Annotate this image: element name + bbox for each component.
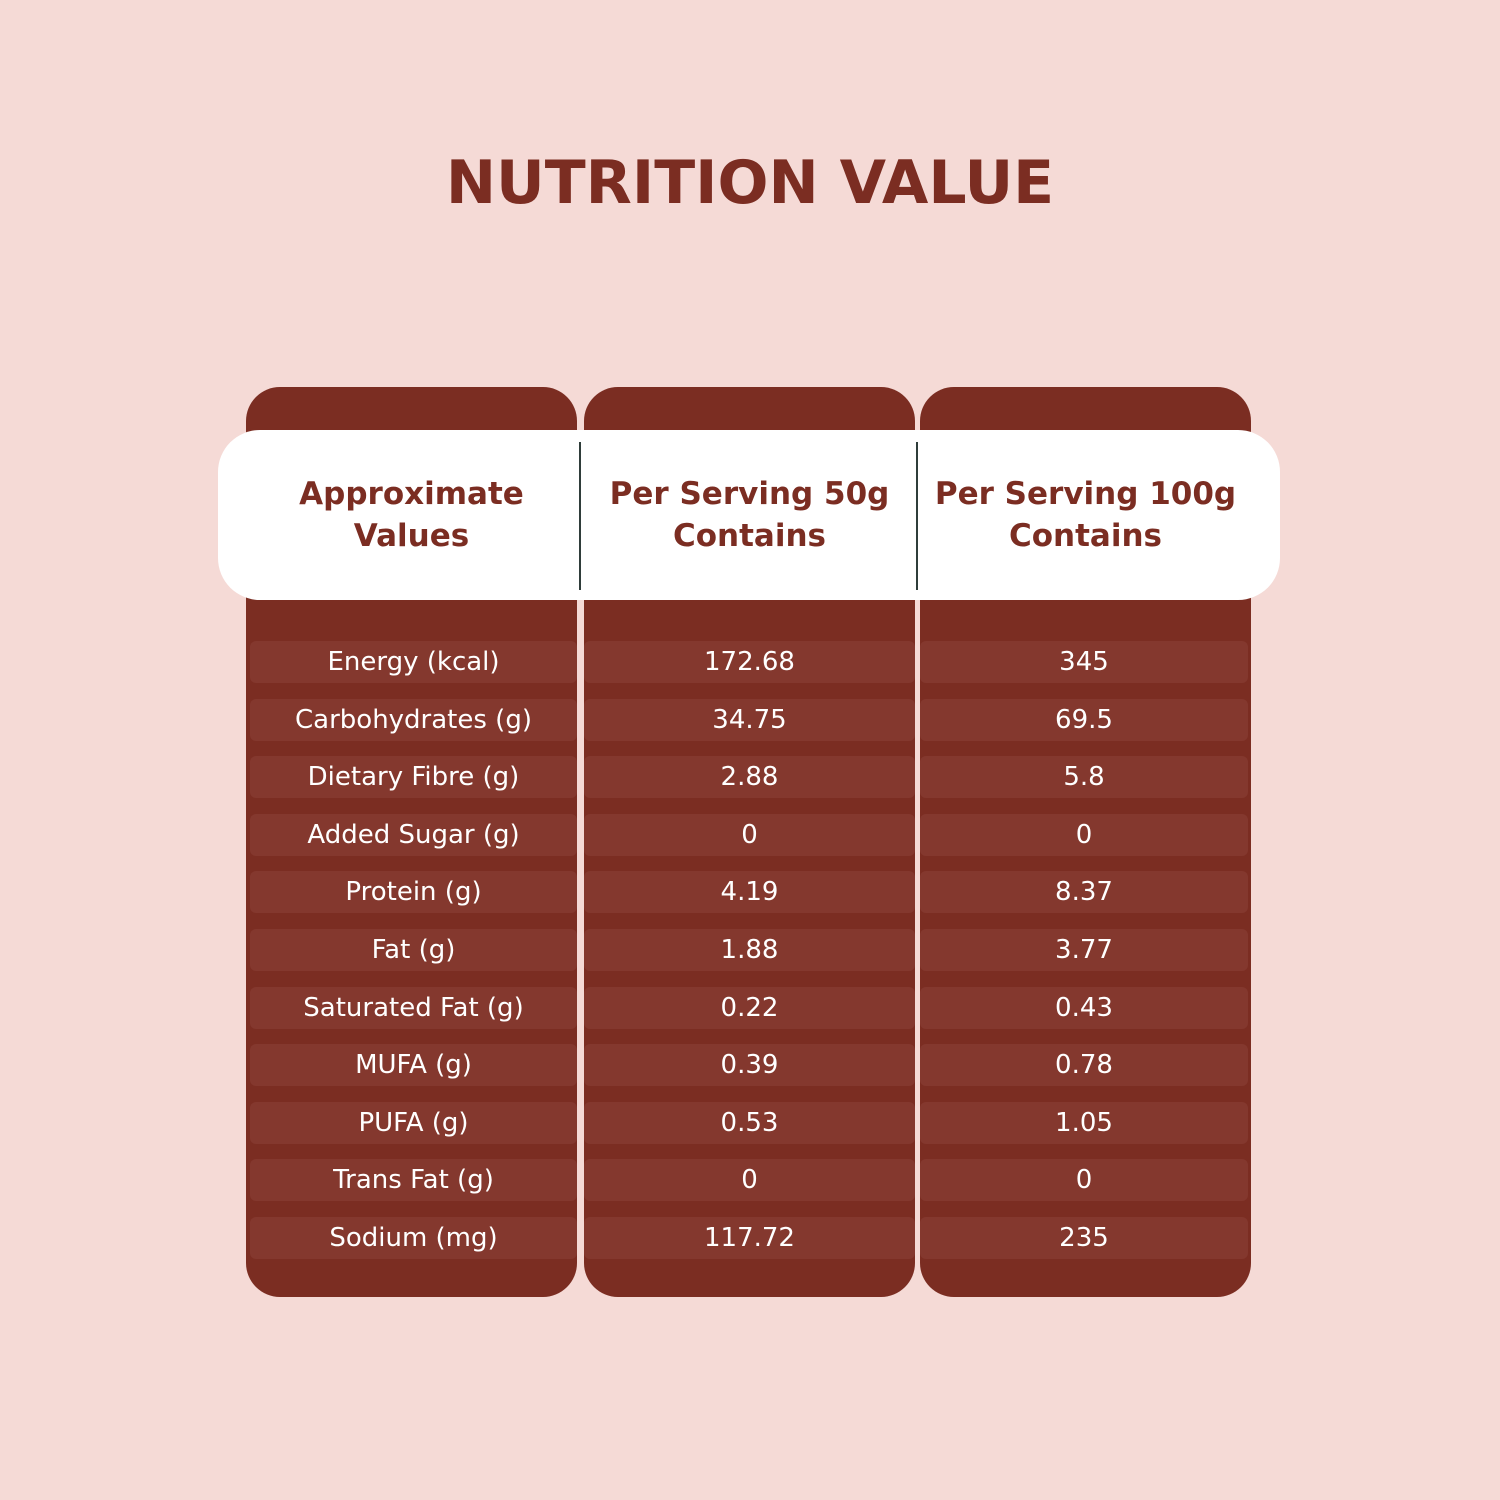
per-serving-50g-cell: 0 [741, 820, 758, 850]
table-row-band [920, 641, 1248, 683]
table-row-band [920, 1159, 1248, 1201]
table-row-band [584, 1102, 915, 1144]
nutrient-name-cell: Sodium (mg) [329, 1223, 498, 1253]
header-divider [579, 442, 581, 590]
table-row-band [584, 756, 915, 798]
per-serving-50g-cell: 0.39 [720, 1050, 779, 1080]
table-row-band [920, 929, 1248, 971]
table-row-band [584, 699, 915, 741]
table-row-band [250, 756, 577, 798]
table-row-band [920, 1217, 1248, 1259]
per-serving-100g-cell: 3.77 [1055, 935, 1113, 965]
header-per-serving-50g: Per Serving 50g Contains [609, 476, 890, 554]
nutrient-name-cell: Saturated Fat (g) [303, 993, 524, 1023]
table-row-band [920, 814, 1248, 856]
table-row-band [250, 987, 577, 1029]
table-row-band [920, 871, 1248, 913]
per-serving-100g-cell: 235 [1059, 1223, 1109, 1253]
header-approximate-values: Approximate Values [299, 476, 524, 554]
table-row-band [920, 1044, 1248, 1086]
nutrient-name-cell: Dietary Fibre (g) [307, 762, 520, 792]
table-row-band [920, 699, 1248, 741]
per-serving-50g-cell: 1.88 [720, 935, 779, 965]
per-serving-100g-cell: 0 [1075, 820, 1093, 850]
per-serving-50g-cell: 4.19 [720, 877, 779, 907]
table-row-band [250, 641, 577, 683]
table-row-band [250, 1217, 577, 1259]
nutrient-name-cell: MUFA (g) [355, 1050, 472, 1080]
nutrient-name-cell: Fat (g) [371, 935, 456, 965]
table-row-band [584, 814, 915, 856]
per-serving-100g-cell: 0 [1075, 1165, 1093, 1195]
table-header-band [218, 430, 1280, 600]
nutrient-name-cell: Trans Fat (g) [333, 1165, 494, 1195]
per-serving-50g-cell: 0.22 [720, 993, 779, 1023]
table-row-band [584, 871, 915, 913]
per-serving-100g-cell: 5.8 [1063, 762, 1105, 792]
table-row-band [250, 1044, 577, 1086]
page-title: NUTRITION VALUE [445, 148, 1055, 218]
per-serving-50g-cell: 2.88 [720, 762, 779, 792]
table-row-band [584, 1044, 915, 1086]
header-per-serving-100g: Per Serving 100g Contains [934, 476, 1237, 554]
table-row-band [250, 699, 577, 741]
table-row-band [250, 814, 577, 856]
table-row-band [584, 641, 915, 683]
table-row-band [250, 871, 577, 913]
header-divider [916, 442, 918, 590]
table-row-band [584, 1217, 915, 1259]
per-serving-100g-cell: 1.05 [1055, 1108, 1113, 1138]
table-row-band [920, 987, 1248, 1029]
table-row-band [250, 1102, 577, 1144]
table-row-band [584, 1159, 915, 1201]
table-row-band [584, 987, 915, 1029]
nutrient-name-cell: Carbohydrates (g) [295, 705, 532, 735]
table-row-band [920, 1102, 1248, 1144]
table-row-band [920, 756, 1248, 798]
per-serving-50g-cell: 0 [741, 1165, 758, 1195]
per-serving-50g-cell: 117.72 [704, 1223, 795, 1253]
nutrient-name-cell: Added Sugar (g) [307, 820, 520, 850]
nutrient-name-cell: PUFA (g) [358, 1108, 469, 1138]
per-serving-50g-cell: 172.68 [704, 647, 795, 677]
table-row-band [250, 1159, 577, 1201]
per-serving-50g-cell: 34.75 [712, 705, 787, 735]
per-serving-50g-cell: 0.53 [720, 1108, 779, 1138]
per-serving-100g-cell: 0.43 [1055, 993, 1113, 1023]
per-serving-100g-cell: 0.78 [1055, 1050, 1113, 1080]
per-serving-100g-cell: 345 [1059, 647, 1109, 677]
per-serving-100g-cell: 8.37 [1055, 877, 1113, 907]
nutrient-name-cell: Protein (g) [345, 877, 482, 907]
per-serving-100g-cell: 69.5 [1055, 705, 1113, 735]
table-row-band [250, 929, 577, 971]
table-row-band [584, 929, 915, 971]
nutrient-name-cell: Energy (kcal) [327, 647, 500, 677]
